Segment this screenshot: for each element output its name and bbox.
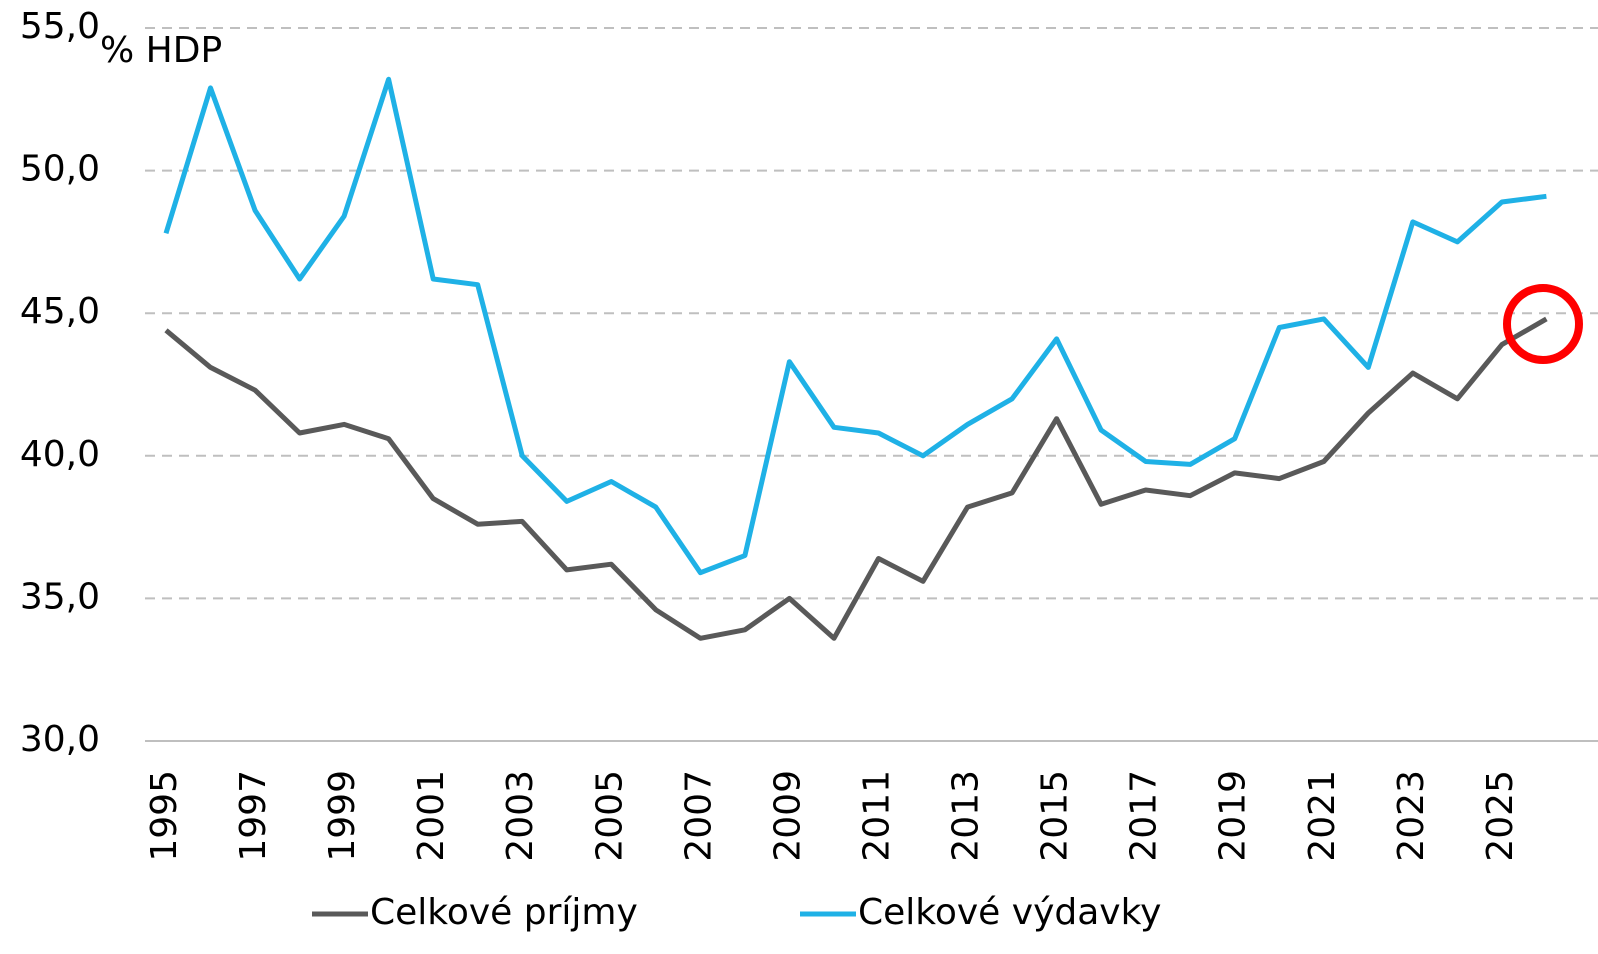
x-tick-label: 2001 — [411, 770, 452, 862]
legend-label: Celkové výdavky — [858, 892, 1161, 933]
y-tick-label: 45,0 — [20, 291, 100, 332]
x-tick-label: 2009 — [767, 770, 808, 862]
x-tick-label: 1999 — [322, 770, 363, 862]
x-tick-label: 2007 — [678, 770, 719, 862]
x-tick-label: 1997 — [233, 770, 274, 862]
x-tick-label: 2013 — [946, 770, 987, 862]
x-tick-label: 2011 — [856, 770, 897, 862]
y-tick-label: 55,0 — [20, 6, 100, 47]
x-tick-label: 1995 — [144, 770, 185, 862]
y-tick-label: 50,0 — [20, 149, 100, 190]
x-tick-label: 2025 — [1480, 770, 1521, 862]
y-tick-label: 40,0 — [20, 434, 100, 475]
x-tick-label: 2005 — [589, 770, 630, 862]
y-tick-label: 30,0 — [20, 719, 100, 760]
legend-label: Celkové príjmy — [370, 892, 638, 933]
x-tick-label: 2017 — [1124, 770, 1165, 862]
x-tick-label: 2023 — [1391, 770, 1432, 862]
series-line — [164, 316, 1548, 641]
y-tick-label: 35,0 — [20, 576, 100, 617]
x-tick-label: 2015 — [1035, 770, 1076, 862]
x-tick-label: 2003 — [500, 770, 541, 862]
highlight-circle — [1503, 284, 1583, 364]
x-tick-label: 2019 — [1213, 770, 1254, 862]
series-line — [163, 76, 1547, 576]
y-unit-label: % HDP — [100, 30, 222, 71]
x-tick-label: 2021 — [1302, 770, 1343, 862]
